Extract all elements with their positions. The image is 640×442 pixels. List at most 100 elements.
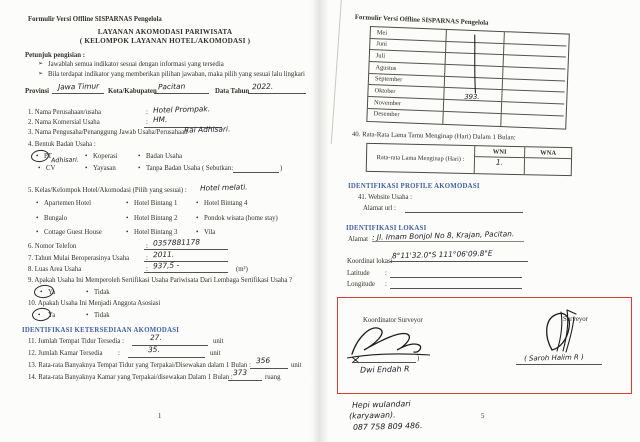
bullet-icon: • [40, 289, 43, 296]
longitude-label: Longitude [347, 281, 375, 288]
instruction-1: Jawablah semua indikator sesuai dengan i… [48, 61, 224, 68]
surveyor-signature [546, 309, 577, 353]
item1-value: Hotel Prompak. [152, 104, 211, 115]
item5-option-3: Bungalo [44, 215, 68, 222]
koordinat-value: 8°11'32.0"S 111°06'09.8"E [391, 248, 493, 261]
latitude-colon: : [385, 270, 387, 277]
item4-option-cv: CV [46, 165, 56, 172]
bullet-icon: • [196, 215, 199, 222]
pt-circle-annotation [30, 148, 50, 164]
koordinator-paren: ) [417, 355, 420, 362]
item5-option-8: Vila [204, 229, 216, 236]
item4-pt-note: Adhisari. [50, 155, 80, 165]
item2-underline [144, 127, 222, 128]
item10-option-tidak: Tidak [94, 312, 110, 319]
menginap-table: Rata-rata Lama Menginap (Hari) : WNI WNA… [365, 142, 573, 177]
bullet-icon: • [126, 215, 129, 222]
bullet-icon: • [138, 165, 141, 172]
item6-underline [144, 249, 228, 250]
item9-option-tidak: Tidak [94, 289, 110, 296]
item7-colon: : [146, 255, 148, 262]
item11-value: 27. [149, 332, 162, 343]
item6-colon: : [146, 243, 148, 250]
item5-option-5: Pondok wisata (home stay) [204, 215, 278, 222]
item12-colon: : [118, 350, 120, 357]
item11-underline [132, 345, 208, 346]
item5-option-6: Cottage Guest House [44, 229, 102, 236]
item14-unit: ruang [265, 374, 281, 381]
instruction-2: Bila terdapat indikator yang memberikan … [48, 71, 305, 78]
section-ketersediaan-heading: IDENTIFIKASI KETERSEDIAAN AKOMODASI [22, 327, 180, 334]
arrow-bullet-icon: ➢ [38, 60, 44, 67]
item3-value: Rai Adhisari. [183, 124, 231, 135]
item9-label: 9. Apakah Usaha Ini Memperoleh Sertifika… [28, 277, 293, 284]
item2-value: HM. [152, 114, 168, 125]
alamat-underline [372, 241, 524, 242]
handwritten-ditto-stroke [474, 34, 477, 94]
item8-unit: (m²) [236, 266, 248, 273]
item9-option-ya: Ya [48, 289, 56, 296]
provinsi-label: Provinsi [25, 88, 50, 95]
petunjuk-label: Petunjuk pengisian : [25, 52, 86, 59]
item6-label: 6. Nomor Telefon [28, 243, 77, 250]
item4-option-badan-usaha: Badan Usaha [146, 153, 183, 160]
months-table: Mei Juni Juli Agustus September Oktober … [366, 26, 570, 130]
item2-colon: : [146, 119, 148, 126]
form-title-line2: ( KELOMPOK LAYANAN HOTEL/AKOMODASI ) [79, 37, 251, 45]
alamat-url-label: Alamat url : [363, 205, 396, 212]
item12-underline [128, 357, 205, 358]
koordinator-name-line [352, 362, 416, 363]
bullet-icon: • [36, 215, 39, 222]
item1-label: 1. Nama Perusahaan/usaha [28, 109, 102, 116]
item12-unit: unit [210, 350, 221, 357]
item4-close-paren: ) [280, 165, 283, 172]
item13-unit: unit [291, 362, 302, 369]
tahun-underline [248, 93, 306, 94]
kota-label: Kota/Kabupaten [108, 88, 157, 95]
longitude-colon: : [385, 281, 387, 288]
item13-underline [250, 368, 288, 369]
item11-label: 11. Jumlah Tempat Tidur Tersedia : [28, 338, 124, 345]
item5-label: 5. Kelas/Kelompok Hotel/Akomodasi (Pilih… [28, 187, 187, 194]
sebutkan-underline [233, 172, 279, 173]
item41-label: 41. Website Usaha : [358, 194, 413, 201]
provinsi-underline [52, 93, 104, 94]
note-name: Hepi wulandari [351, 399, 411, 410]
item4-label: 4. Bentuk Badan Usaha : [28, 141, 96, 148]
item2-label: 2. Nama Komersial Usaha [28, 119, 100, 126]
surveyor-name-line [516, 364, 602, 365]
arrow-bullet-icon: ➢ [38, 70, 44, 77]
page-fold-shadow [311, 0, 329, 442]
bullet-icon: • [86, 312, 89, 319]
t40-row-label: Rata-rata Lama Menginap (Hari) : [366, 143, 476, 174]
red-highlight-box [337, 297, 632, 394]
item4-option-koperasi: Koperasi [93, 153, 118, 160]
bullet-icon: • [138, 153, 141, 160]
item5-value: Hotel melati. [199, 182, 248, 193]
item7-label: 7. Tahun Mulai Beroperasinya Usaha [28, 255, 130, 262]
section-lokasi-heading: IDENTIFIKASI LOKASI [346, 225, 427, 232]
bullet-icon: • [126, 200, 129, 207]
item10-option-ya: Ya [48, 312, 56, 319]
koordinat-underline [390, 261, 528, 262]
koordinat-colon: : [385, 258, 387, 265]
bullet-icon: • [36, 200, 39, 207]
item7-value: 2011. [152, 249, 175, 260]
t40-wna-value [525, 158, 571, 175]
bullet-icon: • [86, 289, 89, 296]
item5-option-1: Hotel Bintang 1 [134, 200, 178, 207]
koordinat-label: Koordinat lokasi [347, 258, 393, 265]
item14-label: 14. Rata-rata Banyaknya Kamar yang Terpa… [28, 374, 233, 381]
bullet-icon: • [126, 229, 129, 236]
bullet-icon: • [36, 153, 39, 160]
provinsi-value: Jawa Timur [57, 81, 100, 92]
item9-ya-circle-annotation [33, 283, 55, 300]
right-page-edge [330, 0, 343, 144]
bullet-icon: • [196, 229, 199, 236]
item4-option-pt: PT [44, 153, 52, 160]
page-number-left: 1 [158, 413, 162, 420]
koordinator-surveyor-label: Koordinator Surveyor [363, 317, 423, 324]
section-profile-heading: IDENTIFIKASI PROFILE AKOMODASI [348, 183, 480, 190]
item1-colon: : [146, 109, 148, 116]
alamat-url-underline [405, 212, 523, 213]
